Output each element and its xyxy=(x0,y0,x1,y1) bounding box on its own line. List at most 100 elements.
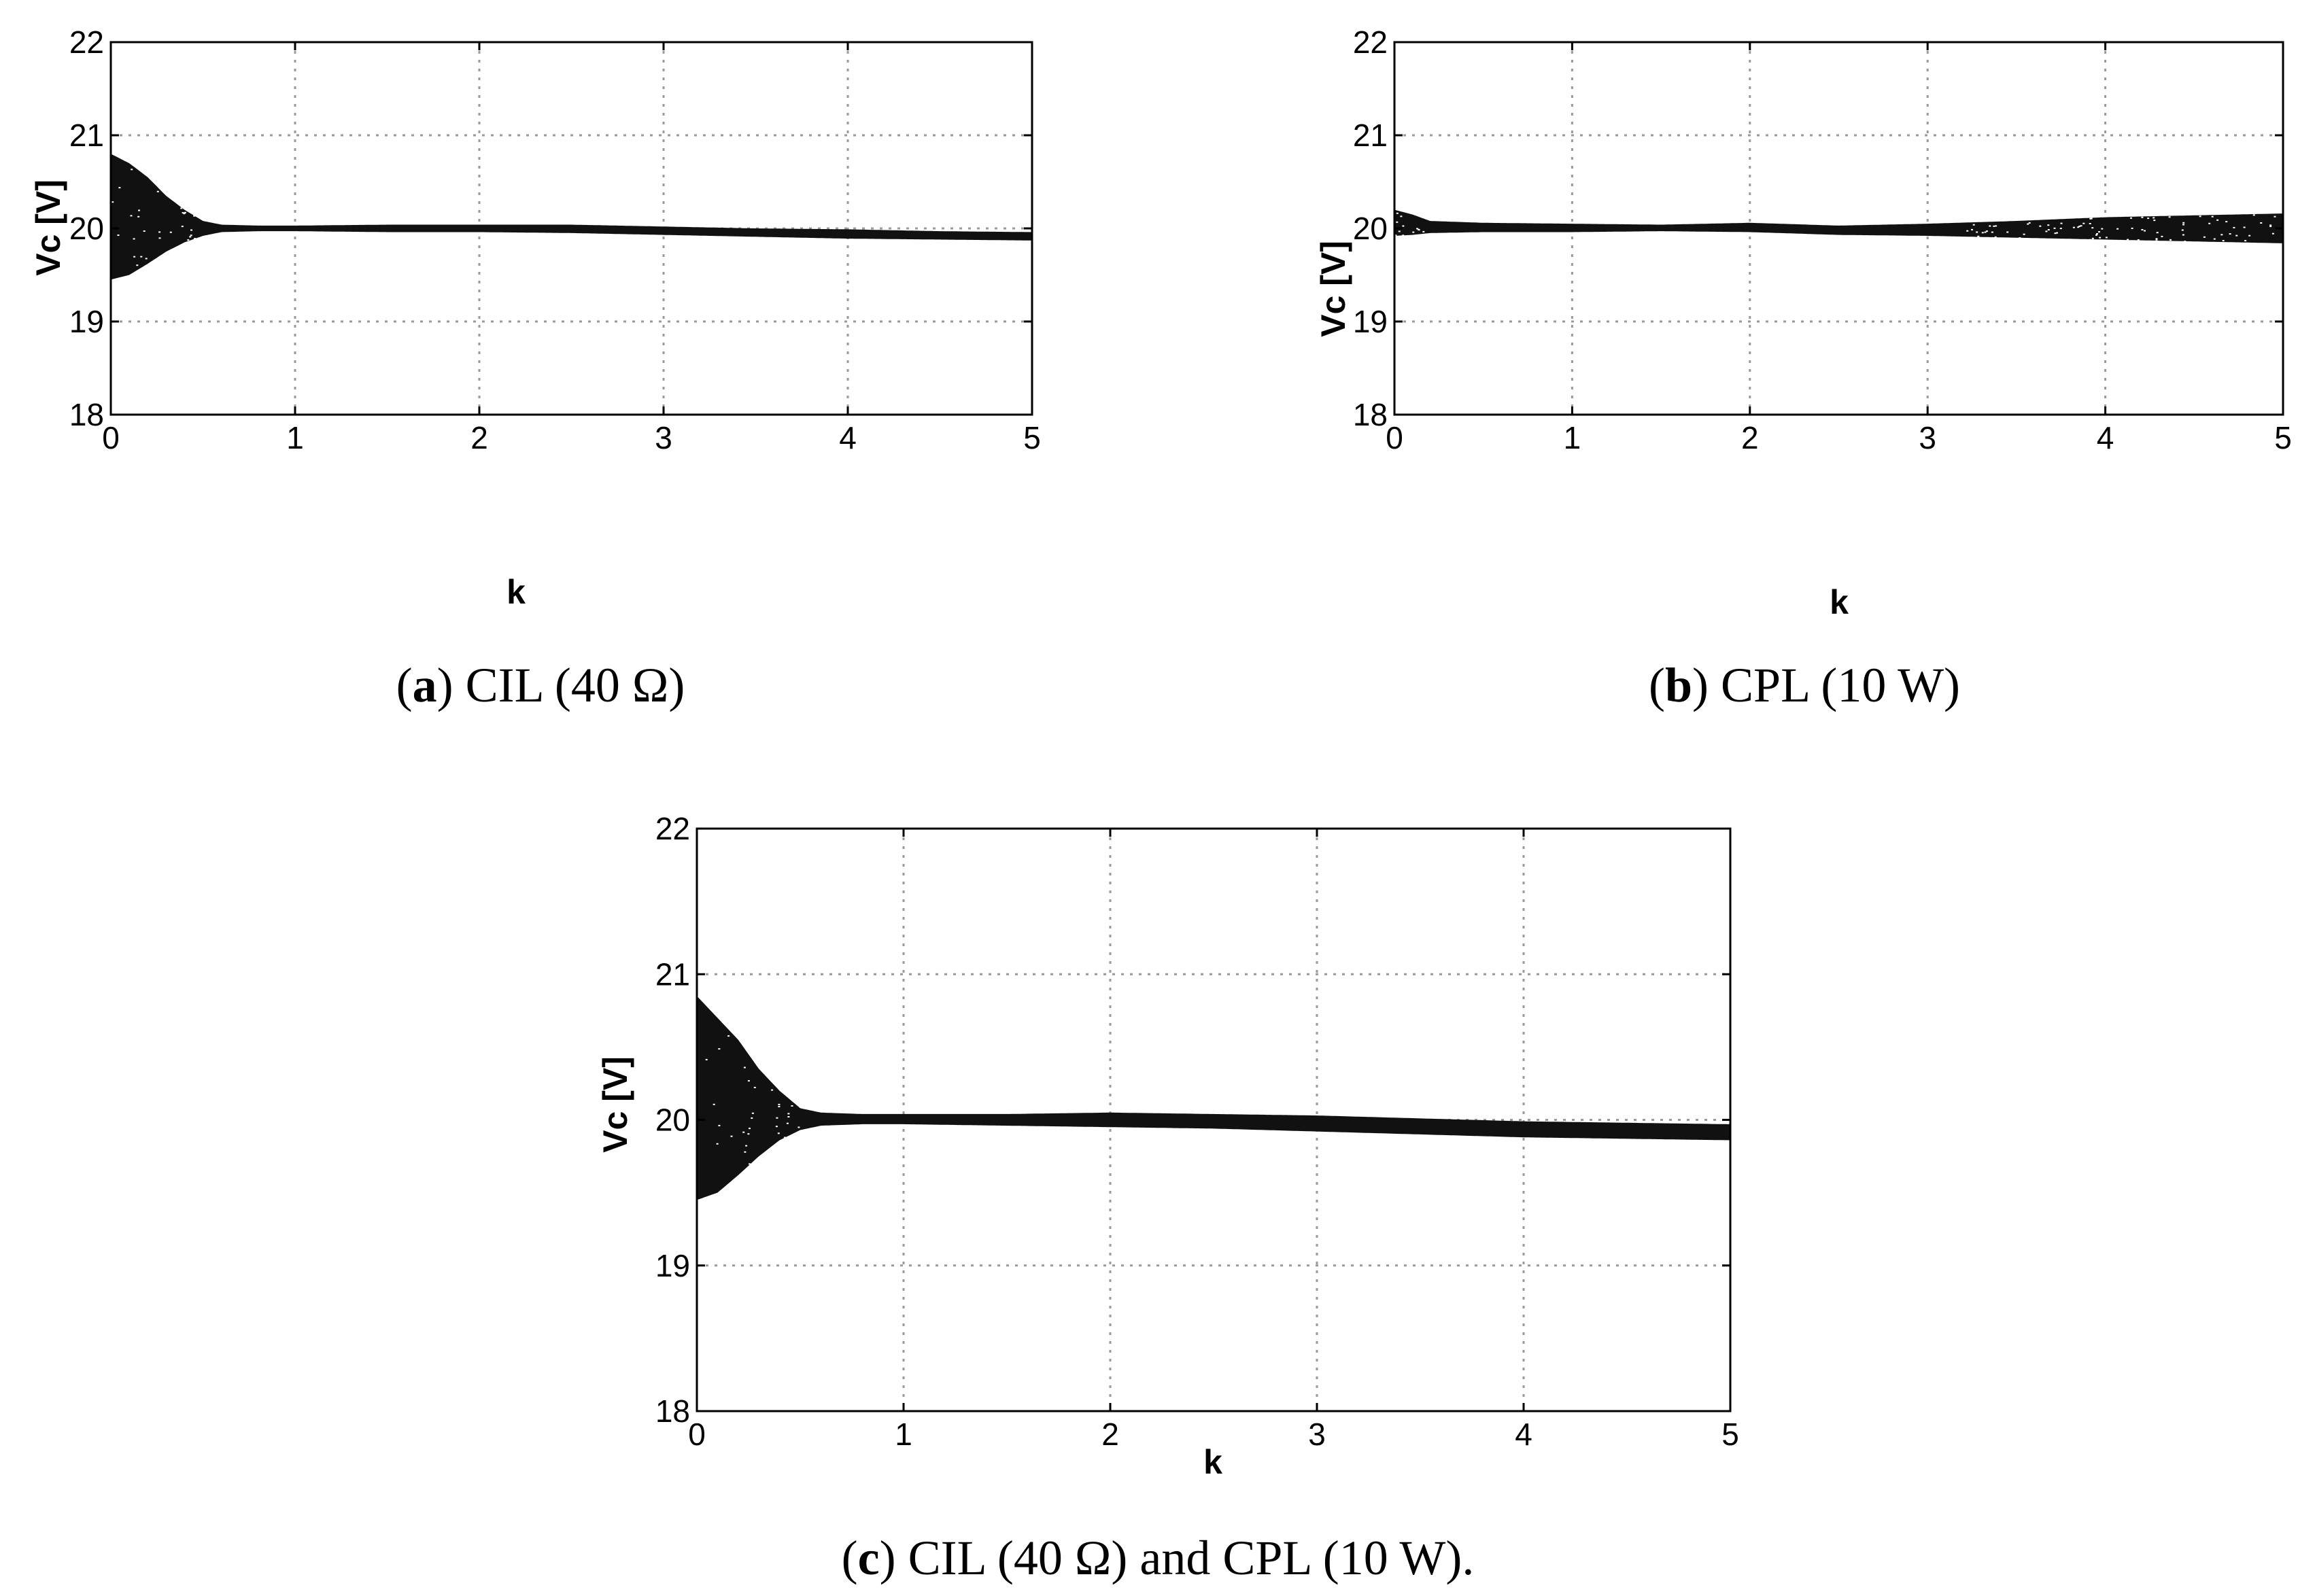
data-point xyxy=(2244,240,2247,242)
data-point xyxy=(112,201,114,203)
data-point xyxy=(2098,231,2100,233)
data-point xyxy=(751,1112,754,1114)
data-point xyxy=(1976,231,1978,233)
data-point xyxy=(2077,226,2080,228)
data-point xyxy=(181,226,184,228)
data-point xyxy=(776,1117,778,1119)
data-point xyxy=(2053,227,2056,229)
data-point xyxy=(182,212,184,213)
data-point xyxy=(2274,215,2276,218)
x-tick-label: 2 xyxy=(1741,420,1759,455)
data-point xyxy=(2141,216,2144,218)
data-point xyxy=(705,1058,708,1060)
data-point xyxy=(156,190,159,192)
data-point xyxy=(2141,229,2144,230)
data-point xyxy=(718,1124,721,1126)
data-point xyxy=(2182,224,2184,226)
data-point xyxy=(2211,215,2214,218)
x-tick-label: 4 xyxy=(1515,1417,1532,1452)
data-point xyxy=(2243,226,2246,228)
data-point xyxy=(2203,236,2206,238)
data-point xyxy=(745,1145,748,1147)
data-point xyxy=(2233,226,2235,228)
data-point xyxy=(727,1035,730,1037)
x-tick-label: 2 xyxy=(1101,1417,1119,1452)
data-point xyxy=(187,239,190,241)
data-point xyxy=(2222,240,2225,242)
data-point xyxy=(2023,233,2025,235)
data-point xyxy=(158,237,161,239)
data-point xyxy=(2127,239,2129,241)
data-point xyxy=(2137,239,2140,241)
data-point xyxy=(2056,232,2058,234)
data-point xyxy=(143,230,145,232)
data-point xyxy=(730,1135,733,1137)
data-point xyxy=(2184,241,2187,243)
data-point xyxy=(2208,222,2211,224)
y-tick-label: 19 xyxy=(69,304,104,339)
y-tick-label: 18 xyxy=(1353,397,1388,432)
data-point xyxy=(791,1105,793,1107)
x-tick-label: 5 xyxy=(1023,420,1041,455)
x-tick-label: 3 xyxy=(1308,1417,1326,1452)
y-tick-label: 20 xyxy=(69,211,104,246)
chart-panel-b: 0 1 2 3 4 5 18 19 20 21 22 Vc [V] k (b) CPL (10 W) xyxy=(1314,24,2292,712)
data-point xyxy=(1412,231,1415,233)
data-point xyxy=(2054,232,2057,235)
data-point xyxy=(145,258,148,260)
data-point xyxy=(130,215,133,217)
data-point xyxy=(1994,236,1997,238)
data-point xyxy=(2082,222,2085,224)
data-point xyxy=(778,1106,781,1107)
x-tick-label: 0 xyxy=(1386,420,1403,455)
data-point xyxy=(2271,232,2274,235)
data-point xyxy=(2072,226,2075,228)
data-point xyxy=(2105,237,2108,239)
data-point xyxy=(1981,232,1984,234)
data-point xyxy=(798,1126,800,1128)
data-point xyxy=(743,1066,746,1069)
y-tick-label: 22 xyxy=(69,24,104,60)
caption-c: (c) CIL (40 Ω) and CPL (10 W). xyxy=(842,1531,1475,1585)
data-point xyxy=(2269,226,2272,228)
data-point xyxy=(2213,238,2216,240)
data-point xyxy=(2019,237,2021,239)
data-point xyxy=(1402,225,1405,227)
data-point xyxy=(1418,228,1420,230)
data-point xyxy=(194,238,196,239)
data-point xyxy=(2059,228,2062,230)
y-tick-label: 21 xyxy=(69,118,104,153)
data-point xyxy=(1984,231,1987,233)
data-point xyxy=(169,231,172,233)
y-tick-label: 19 xyxy=(1353,304,1388,339)
data-point xyxy=(2096,233,2098,235)
caption-a: (a) CIL (40 Ω) xyxy=(396,658,685,712)
data-point xyxy=(183,213,186,215)
ylabel-a: Vc [V] xyxy=(29,179,67,276)
x-tick-label: 1 xyxy=(895,1417,912,1452)
data-point xyxy=(118,187,121,189)
data-point xyxy=(2099,237,2102,239)
data-point xyxy=(747,1133,750,1135)
data-band-c xyxy=(697,996,1730,1200)
data-point xyxy=(1966,230,1969,232)
data-point xyxy=(1993,225,1995,227)
data-point xyxy=(2155,238,2158,240)
data-point xyxy=(2229,233,2231,235)
data-point xyxy=(2078,226,2081,227)
data-point xyxy=(749,1128,751,1130)
x-tick-label: 4 xyxy=(839,420,857,455)
data-point xyxy=(193,215,196,217)
data-point xyxy=(2028,222,2031,224)
data-point xyxy=(2182,222,2185,224)
y-tick-label: 18 xyxy=(69,397,104,432)
data-point xyxy=(131,169,133,171)
x-tick-label: 1 xyxy=(1564,420,1581,455)
data-point xyxy=(2161,235,2163,237)
data-point xyxy=(751,1117,753,1119)
data-point xyxy=(2156,232,2159,234)
data-point xyxy=(2047,229,2050,231)
x-tick-label: 1 xyxy=(286,420,304,455)
data-point xyxy=(2047,224,2050,226)
